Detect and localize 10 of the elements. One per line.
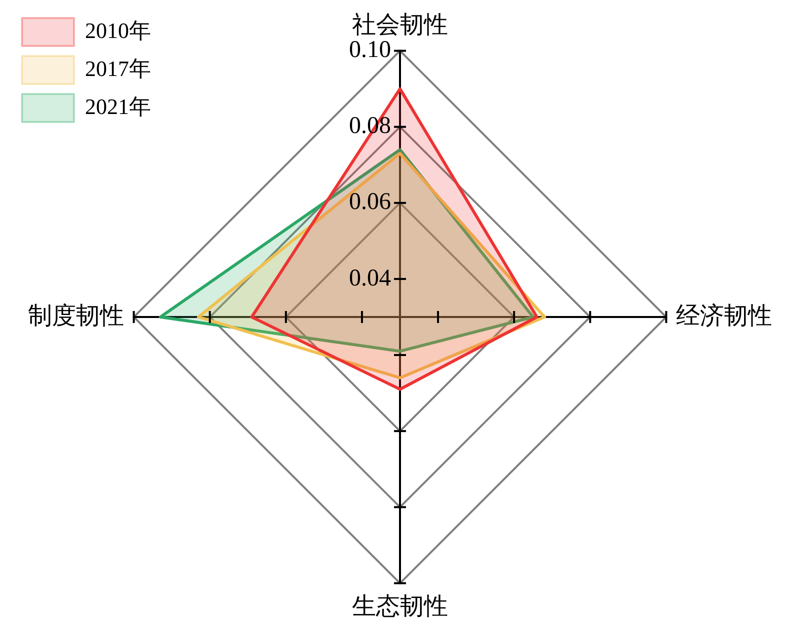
spoke-label: 社会韧性 — [352, 12, 448, 39]
spoke-label: 制度韧性 — [28, 302, 124, 330]
legend-label: 2021年 — [85, 94, 151, 119]
spoke-label: 经济韧性 — [676, 302, 772, 330]
y-tick-label: 0.04 — [349, 265, 391, 292]
y-tick-label: 0.10 — [349, 37, 391, 64]
spoke-label: 生态韧性 — [352, 594, 448, 620]
y-tick-label: 0.06 — [349, 189, 391, 216]
legend-label: 2010年 — [85, 18, 151, 43]
legend-label: 2017年 — [85, 56, 151, 81]
